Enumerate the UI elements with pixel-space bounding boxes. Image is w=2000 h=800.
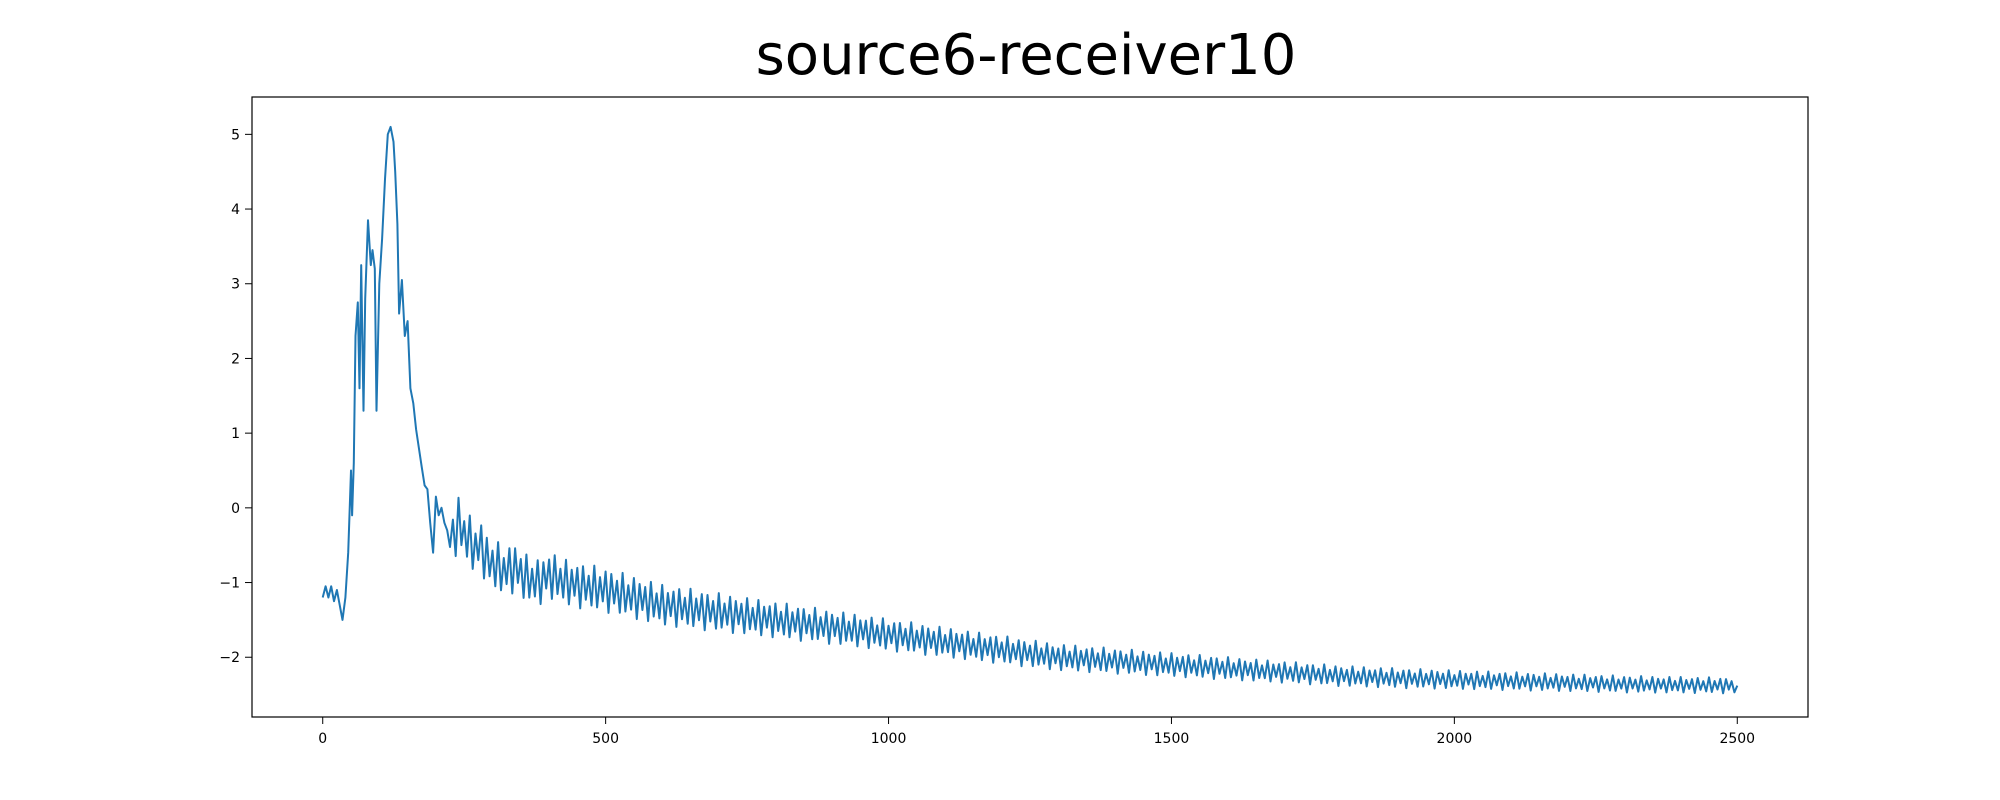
y-tick-label: 2 [231,351,240,367]
y-tick-label: 5 [231,127,240,143]
plot-frame [251,96,1809,718]
y-tick-label: −2 [219,650,240,666]
x-tick-label: 0 [318,731,327,747]
y-tick-label: −1 [219,576,240,592]
y-tick-label: 4 [231,202,240,218]
x-tick-label: 500 [592,731,619,747]
chart-title: source6-receiver10 [755,23,1297,88]
y-tick-label: 1 [231,426,240,442]
x-axis: 0 500 1000 1500 2000 2500 [318,717,1755,747]
y-tick-label: 3 [231,277,240,293]
x-tick-label: 1500 [1154,731,1190,747]
series-line [321,125,1739,695]
y-axis: −2 −1 0 1 2 3 4 5 [219,127,252,666]
x-tick-label: 1000 [871,731,907,747]
x-tick-label: 2500 [1719,731,1755,747]
y-tick-label: 0 [231,501,240,517]
x-tick-label: 2000 [1437,731,1473,747]
